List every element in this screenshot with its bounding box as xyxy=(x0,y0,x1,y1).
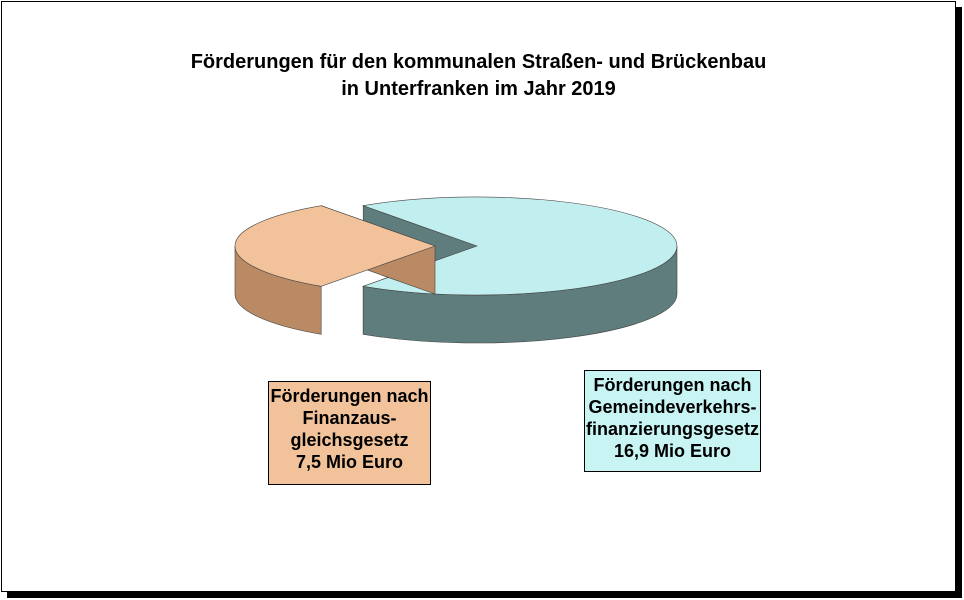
pie-slices xyxy=(234,196,678,344)
slice-label-fag-line-1: Förderungen nach xyxy=(270,386,429,406)
slice-label-fag-line-3: gleichsgesetz xyxy=(290,430,409,450)
slice-label-gvfg: Förderungen nach Gemeindeverkehrs- finan… xyxy=(584,370,761,472)
slice-value-gvfg: 16,9 Mio Euro xyxy=(613,441,732,461)
chart-title-line-1: Förderungen für den kommunalen Straßen- … xyxy=(190,51,767,73)
slice-label-gvfg-line-1: Förderungen nach xyxy=(593,375,752,395)
slice-label-fag-line-2: Finanzaus- xyxy=(302,408,397,428)
slice-value-fag: 7,5 Mio Euro xyxy=(295,452,403,472)
slice-fag-top xyxy=(234,205,436,287)
chart-subtitle: in Unterfranken im Jahr 2019 xyxy=(341,78,616,100)
slice-label-fag: Förderungen nach Finanzaus- gleichsgeset… xyxy=(268,381,431,485)
slice-label-gvfg-line-2: Gemeindeverkehrs- xyxy=(588,397,757,417)
slice-gvfg-top xyxy=(362,196,678,296)
chart-title: Förderungen für den kommunalen Straßen- … xyxy=(2,49,955,103)
slice-label-gvfg-line-3: finanzierungsgesetz xyxy=(585,419,760,439)
